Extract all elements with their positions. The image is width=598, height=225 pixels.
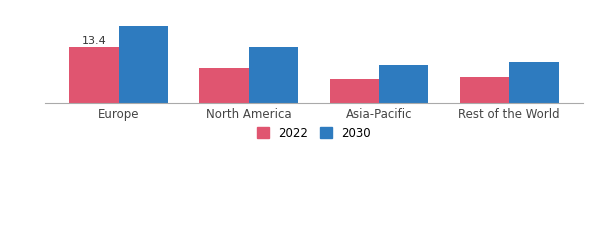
Bar xyxy=(379,65,428,103)
Bar xyxy=(249,47,298,103)
Legend: 2022, 2030: 2022, 2030 xyxy=(254,123,374,143)
Bar xyxy=(329,79,379,103)
Bar xyxy=(119,25,168,103)
Bar xyxy=(200,68,249,103)
Bar xyxy=(509,62,559,103)
Bar xyxy=(460,77,509,103)
Text: 13.4: 13.4 xyxy=(82,36,106,46)
Bar xyxy=(69,47,119,103)
